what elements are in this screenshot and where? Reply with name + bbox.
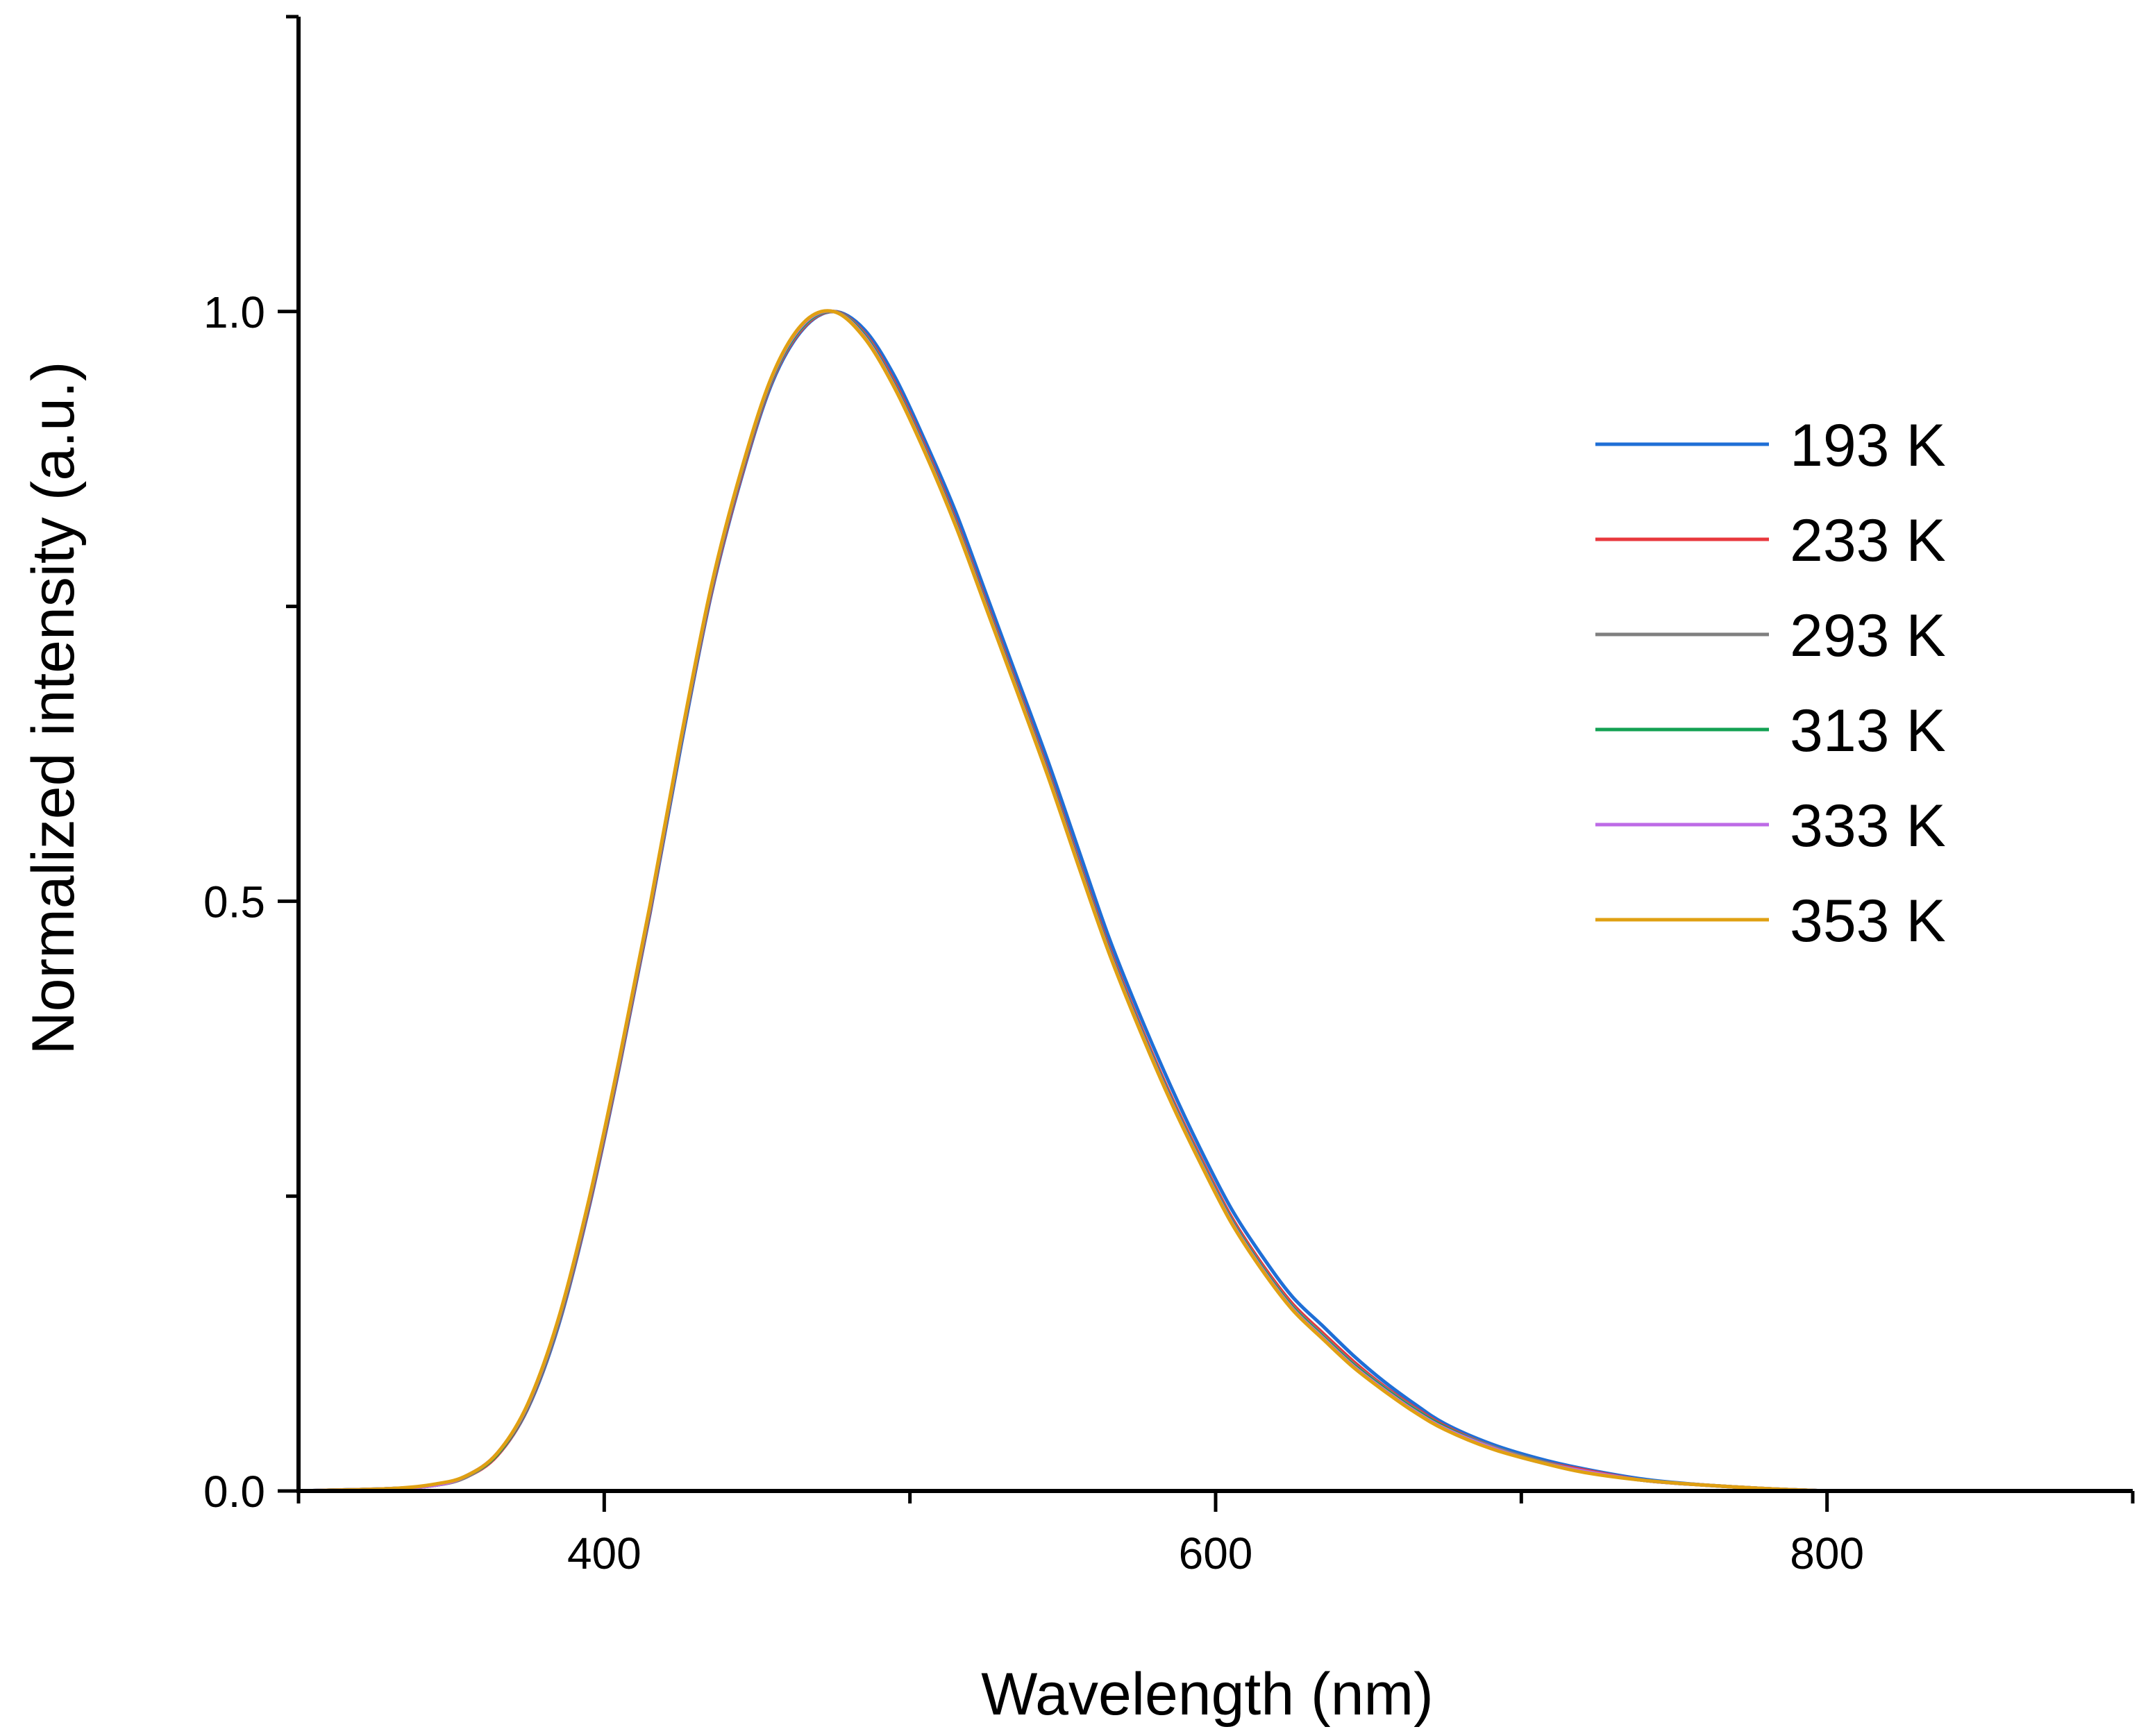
series-line-193-k — [296, 310, 1829, 1493]
series-line-313-k — [296, 309, 1829, 1493]
x-axis-title: Wavelength (nm) — [981, 1661, 1434, 1728]
x-tick-label: 400 — [567, 1528, 641, 1578]
series-line-353-k — [296, 309, 1829, 1493]
series-line-333-k — [296, 309, 1829, 1493]
y-tick-label: 0.0 — [203, 1467, 265, 1517]
legend-label: 293 K — [1790, 602, 1946, 669]
y-tick-label: 1.0 — [203, 287, 265, 337]
legend-label: 313 K — [1790, 698, 1946, 764]
legend-label: 333 K — [1790, 793, 1946, 859]
x-tick-label: 800 — [1790, 1528, 1864, 1578]
x-axis-ticks: 400 600 800 — [296, 1491, 2135, 1578]
y-axis-ticks: 0.0 0.5 1.0 — [203, 15, 299, 1517]
y-axis-title: Normalized intensity (a.u.) — [20, 362, 87, 1055]
x-tick-label: 600 — [1179, 1528, 1253, 1578]
series-layer — [296, 309, 1829, 1493]
y-tick-label: 0.5 — [203, 877, 265, 927]
legend-label: 233 K — [1790, 507, 1946, 574]
series-line-233-k — [296, 310, 1829, 1493]
plot-area: 400 600 800 0.0 0.5 1.0 — [203, 15, 2135, 1578]
legend: 193 K 233 K 293 K 313 K 333 K 353 K — [1595, 412, 1946, 954]
legend-label: 353 K — [1790, 888, 1946, 954]
series-line-293-k — [296, 310, 1829, 1493]
legend-label: 193 K — [1790, 412, 1946, 479]
